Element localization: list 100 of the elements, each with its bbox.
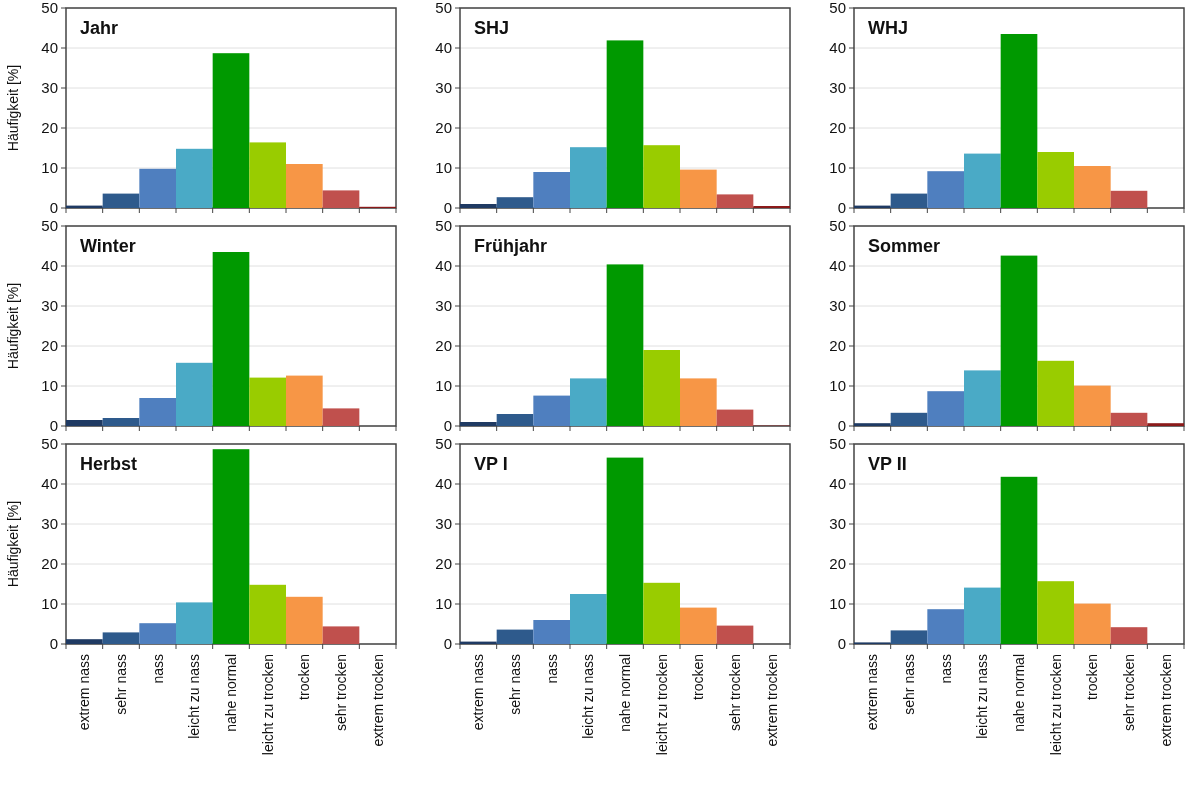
y-tick-label: 10 <box>829 377 846 395</box>
y-tick-label: 50 <box>435 435 452 453</box>
x-tick-label: trocken <box>1084 654 1101 700</box>
y-tick-label: 0 <box>49 417 58 435</box>
bar <box>680 378 717 426</box>
y-tick-label: 40 <box>829 475 846 493</box>
bar <box>139 168 176 208</box>
bar <box>66 639 103 644</box>
bar <box>176 148 213 208</box>
y-tick-label: 40 <box>41 39 58 57</box>
text: Frühjahr <box>474 236 548 256</box>
bar <box>680 607 717 644</box>
bar <box>606 264 644 426</box>
y-tick-label: 50 <box>829 435 846 453</box>
bar <box>322 626 360 644</box>
bar <box>606 457 644 644</box>
y-tick-label: 30 <box>435 297 452 315</box>
bar <box>570 147 607 208</box>
y-tick-label: 20 <box>829 555 846 573</box>
y-tick-label: 0 <box>49 635 58 653</box>
bar <box>286 164 323 208</box>
x-tick-label: leicht zu nass <box>186 654 203 739</box>
y-tick-label: 30 <box>435 79 452 97</box>
y-tick-label: 50 <box>41 435 58 453</box>
x-tick-label: sehr trocken <box>1120 654 1137 732</box>
bar <box>212 252 250 426</box>
bar <box>102 418 140 426</box>
bar <box>176 602 213 644</box>
bar <box>496 629 534 644</box>
x-tick-label: leicht zu trocken <box>259 654 276 756</box>
y-tick-label: 50 <box>41 0 58 17</box>
x-tick-label: sehr trocken <box>726 654 743 732</box>
bar <box>176 362 213 426</box>
x-tick-label: extrem trocken <box>763 654 780 747</box>
x-tick-label: sehr nass <box>900 654 917 715</box>
y-axis-title: Häufigkeit [%] <box>5 500 21 588</box>
bar <box>1000 476 1038 644</box>
bar <box>716 409 754 426</box>
y-tick-label: 0 <box>837 417 846 435</box>
bar <box>1147 423 1184 426</box>
y-tick-label: 10 <box>41 377 58 395</box>
bar <box>606 40 644 208</box>
bar <box>927 391 964 426</box>
bar <box>533 620 570 644</box>
text: Herbst <box>80 454 138 474</box>
bar <box>1110 627 1148 644</box>
y-tick-label: 40 <box>829 257 846 275</box>
bar <box>1037 360 1074 426</box>
y-tick-label: 50 <box>435 0 452 17</box>
y-tick-label: 50 <box>829 217 846 235</box>
y-tick-label: 10 <box>435 159 452 177</box>
y-tick-label: 40 <box>41 257 58 275</box>
y-tick-label: 30 <box>41 515 58 533</box>
y-axis-title: Häufigkeit [%] <box>5 282 21 370</box>
bar <box>570 378 607 426</box>
bar <box>66 420 103 426</box>
bar <box>570 594 607 644</box>
bar <box>854 423 891 426</box>
text: Jahr <box>80 18 119 38</box>
y-tick-label: 20 <box>829 119 846 137</box>
y-tick-label: 40 <box>41 475 58 493</box>
bar <box>1074 166 1111 208</box>
bar <box>964 153 1001 208</box>
y-tick-label: 30 <box>435 515 452 533</box>
y-axis-title: Häufigkeit [%] <box>5 64 21 152</box>
bar <box>927 609 964 644</box>
bar <box>964 587 1001 644</box>
y-tick-label: 20 <box>435 555 452 573</box>
bar <box>890 193 928 208</box>
y-tick-label: 10 <box>41 159 58 177</box>
y-tick-label: 40 <box>435 475 452 493</box>
bar <box>1000 34 1038 208</box>
x-tick-label: leicht zu nass <box>580 654 597 739</box>
bar <box>249 584 286 644</box>
x-tick-label: extrem nass <box>864 654 881 731</box>
text: VP II <box>868 454 907 474</box>
y-tick-label: 0 <box>837 199 846 217</box>
y-tick-label: 30 <box>41 79 58 97</box>
x-tick-label: nass <box>149 654 166 684</box>
y-tick-label: 0 <box>443 417 452 435</box>
bar <box>890 630 928 644</box>
x-tick-label: nahe normal <box>616 654 633 732</box>
bar <box>139 398 176 426</box>
text: SHJ <box>474 18 510 38</box>
bar <box>643 350 680 426</box>
bar <box>716 625 754 644</box>
bar <box>964 370 1001 426</box>
bar <box>460 204 497 208</box>
x-tick-label: sehr nass <box>112 654 129 715</box>
bar <box>1037 581 1074 644</box>
bar <box>1074 603 1111 644</box>
bar <box>1037 152 1074 208</box>
y-tick-label: 0 <box>837 635 846 653</box>
x-tick-label: leicht zu trocken <box>1047 654 1064 756</box>
x-tick-label: nahe normal <box>1010 654 1027 732</box>
y-tick-label: 10 <box>829 159 846 177</box>
x-tick-label: nass <box>543 654 560 684</box>
bar <box>322 408 360 426</box>
bar <box>533 395 570 426</box>
x-tick-label: leicht zu nass <box>974 654 991 739</box>
